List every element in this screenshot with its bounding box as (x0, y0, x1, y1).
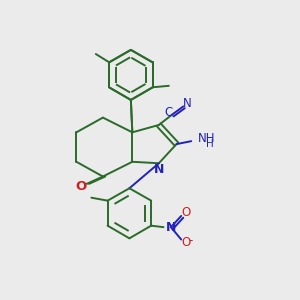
Text: C: C (164, 106, 173, 119)
Text: H: H (206, 139, 213, 149)
Text: N: N (183, 97, 191, 110)
Text: O: O (181, 206, 190, 219)
Text: N: N (154, 163, 164, 176)
Text: NH: NH (198, 132, 215, 145)
Text: N: N (166, 220, 176, 234)
Text: -: - (189, 235, 193, 248)
Text: O: O (76, 180, 87, 193)
Text: O: O (181, 236, 190, 249)
